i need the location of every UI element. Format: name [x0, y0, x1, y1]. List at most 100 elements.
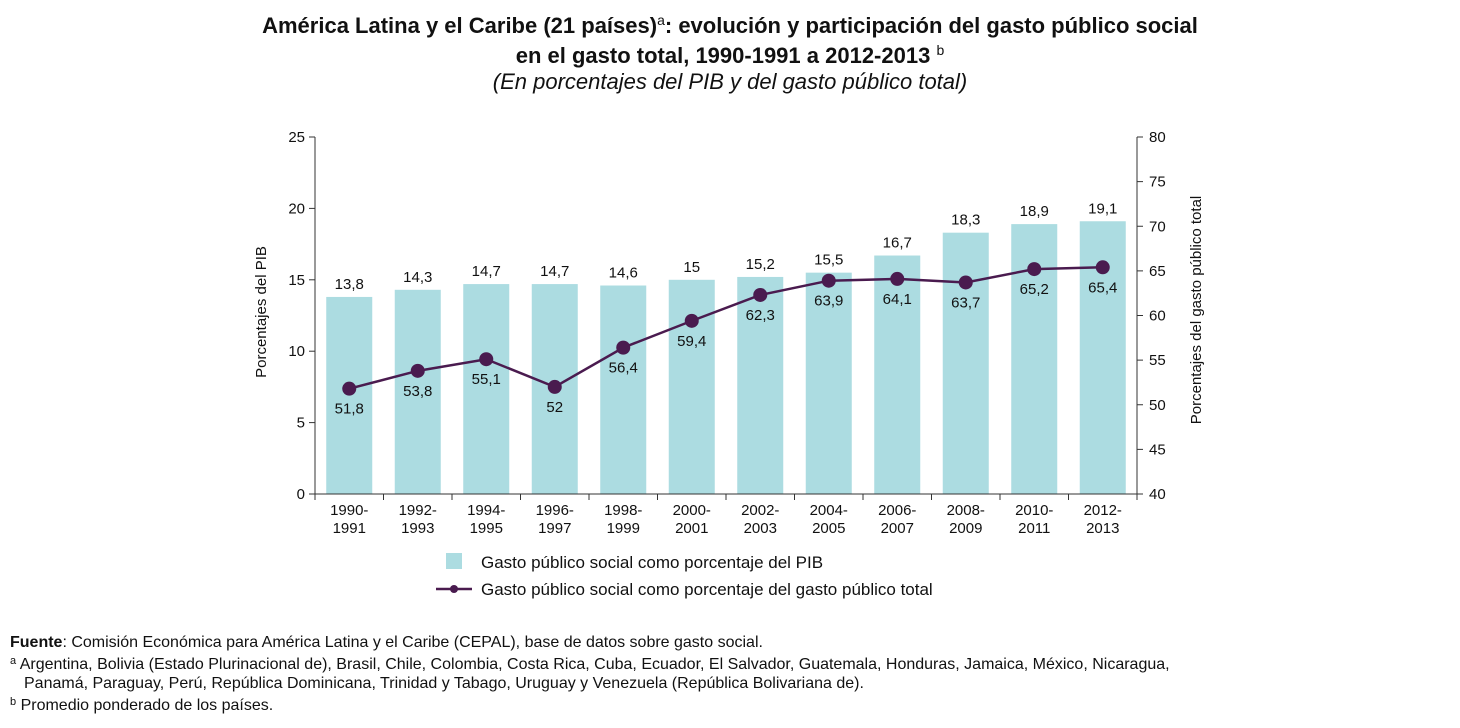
y-right-tick-label-3: 55 [1149, 352, 1166, 369]
bar-value-label-4: 14,6 [609, 265, 638, 282]
title-text-1-rest: : evolución y participación del gasto pú… [664, 13, 1198, 38]
footnote-a-text: Argentina, Bolivia (Estado Plurinacional… [19, 656, 1170, 673]
bar-value-label-7: 15,5 [814, 252, 843, 269]
line-point-6 [753, 287, 768, 302]
line-value-label-11: 65,4 [1088, 279, 1117, 296]
x-tick-label-bottom-7: 2005 [812, 520, 845, 537]
footnote-a-mark: a [10, 655, 17, 667]
footnote-a-continued: Panamá, Paraguay, Perú, República Domini… [24, 675, 864, 692]
line-value-label-7: 63,9 [814, 293, 843, 310]
x-tick-label-bottom-8: 2007 [881, 520, 914, 537]
legend-line-marker [450, 585, 458, 593]
chart-subtitle: (En porcentajes del PIB y del gasto públ… [492, 69, 968, 94]
line-point-8 [890, 271, 905, 286]
y-right-tick-label-8: 80 [1149, 129, 1166, 146]
bar-value-label-6: 15,2 [746, 256, 775, 273]
legend-line-label: Gasto público social como porcentaje del… [481, 580, 933, 599]
x-tick-label-bottom-4: 1999 [607, 520, 640, 537]
combo-chart: 13,8 14,3 14,7 14,7 14,6 15 15,2 15,5 16,7 18,3 18… [253, 129, 1205, 599]
line-point-11 [1095, 260, 1110, 275]
bar-value-label-10: 18,9 [1020, 203, 1049, 220]
line-value-label-10: 65,2 [1020, 281, 1049, 298]
line-point-0 [342, 381, 357, 396]
x-tick-label-top-2: 1994- [467, 502, 505, 519]
legend-bar-swatch [446, 553, 462, 569]
line-value-label-6: 62,3 [746, 307, 775, 324]
x-tick-label-top-9: 2008- [947, 502, 985, 519]
line-point-7 [821, 273, 836, 288]
bar-4 [600, 285, 647, 494]
x-tick-label-top-5: 2000- [673, 502, 711, 519]
footnote-b-text: Promedio ponderado de los países. [20, 697, 274, 714]
bar-7 [805, 272, 852, 494]
line-value-label-3: 52 [546, 399, 563, 416]
bar-value-label-0: 13,8 [335, 276, 364, 293]
y-right-axis-title: Porcentajes del gasto público total [1188, 196, 1205, 424]
y-right-tick-label-6: 70 [1149, 218, 1166, 235]
x-tick-label-bottom-11: 2013 [1086, 520, 1119, 537]
line-value-label-5: 59,4 [677, 333, 706, 350]
line-point-9 [958, 275, 973, 290]
x-tick-label-bottom-10: 2011 [1018, 520, 1050, 537]
x-tick-label-bottom-6: 2003 [744, 520, 777, 537]
line-point-4 [616, 340, 631, 355]
title-text-2: en el gasto total, 1990-1991 a 2012-2013 [515, 43, 931, 68]
y-right-tick-label-2: 50 [1149, 397, 1166, 414]
title-footnote-a: a [657, 12, 665, 28]
x-tick-label-bottom-3: 1997 [538, 520, 571, 537]
y-left-tick-label-5: 25 [288, 129, 305, 146]
x-tick-label-top-3: 1996- [536, 502, 574, 519]
line-value-label-1: 53,8 [403, 383, 432, 400]
x-tick-label-bottom-0: 1991 [333, 520, 366, 537]
legend-bar-label: Gasto público social como porcentaje del… [481, 553, 823, 572]
x-tick-label-top-6: 2002- [741, 502, 779, 519]
bar-5 [668, 279, 715, 494]
line-value-label-8: 64,1 [883, 291, 912, 308]
x-tick-label-bottom-1: 1993 [401, 520, 434, 537]
bar-value-label-8: 16,7 [883, 235, 912, 252]
y-left-tick-label-2: 10 [288, 343, 305, 360]
line-value-label-2: 55,1 [472, 371, 501, 388]
x-tick-label-top-1: 1992- [399, 502, 437, 519]
line-point-10 [1027, 262, 1042, 277]
line-point-1 [410, 363, 425, 378]
bar-1 [394, 289, 441, 494]
footnote-b: b Promedio ponderado de los países. [10, 693, 1450, 715]
line-point-2 [479, 352, 494, 367]
source-label: Fuente [10, 634, 63, 651]
x-tick-label-top-10: 2010- [1015, 502, 1053, 519]
y-left-axis-title: Porcentajes del PIB [253, 246, 270, 378]
bar-value-label-9: 18,3 [951, 212, 980, 229]
y-right-tick-label-7: 75 [1149, 174, 1166, 191]
bar-2 [463, 284, 510, 494]
bar-value-label-2: 14,7 [472, 263, 501, 280]
chart-title-line-1: América Latina y el Caribe (21 países)a:… [0, 6, 1460, 40]
bar-value-label-1: 14,3 [403, 269, 432, 286]
chart-title-line-2: en el gasto total, 1990-1991 a 2012-2013… [0, 36, 1460, 70]
footnote-a: a Argentina, Bolivia (Estado Plurinacion… [10, 652, 1450, 674]
line-value-label-9: 63,7 [951, 294, 980, 311]
y-right-tick-label-1: 45 [1149, 441, 1166, 458]
line-point-3 [547, 379, 562, 394]
y-left-tick-label-4: 20 [288, 200, 305, 217]
line-value-label-0: 51,8 [335, 401, 364, 418]
y-left-tick-label-3: 15 [288, 272, 305, 289]
x-tick-label-top-8: 2006- [878, 502, 916, 519]
chart-notes: Fuente: Comisión Económica para América … [10, 633, 1450, 715]
x-tick-label-top-4: 1998- [604, 502, 642, 519]
source-text: : Comisión Económica para América Latina… [62, 634, 763, 651]
x-tick-label-bottom-2: 1995 [470, 520, 503, 537]
y-left-tick-label-1: 5 [297, 415, 305, 432]
bar-value-label-3: 14,7 [540, 263, 569, 280]
bar-9 [942, 232, 989, 494]
y-left-tick-label-0: 0 [297, 486, 305, 503]
x-tick-label-top-7: 2004- [810, 502, 848, 519]
y-right-tick-label-4: 60 [1149, 308, 1166, 325]
x-tick-label-bottom-5: 2001 [675, 520, 708, 537]
line-value-label-4: 56,4 [609, 360, 638, 377]
source-note: Fuente: Comisión Económica para América … [10, 633, 1450, 652]
x-tick-label-top-11: 2012- [1084, 502, 1122, 519]
bar-8 [874, 255, 921, 494]
bar-6 [737, 276, 784, 494]
footnote-b-mark: b [10, 696, 17, 708]
